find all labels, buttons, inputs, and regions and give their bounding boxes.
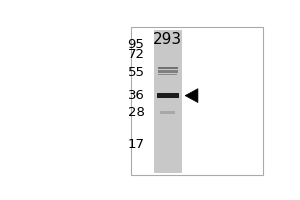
Bar — [154, 30, 182, 173]
Text: 55: 55 — [128, 66, 145, 79]
Bar — [130, 27, 263, 175]
Text: 36: 36 — [128, 89, 145, 102]
Polygon shape — [185, 89, 198, 103]
Text: 72: 72 — [128, 48, 145, 61]
Text: 293: 293 — [153, 32, 182, 47]
Bar — [160, 111, 175, 114]
Bar — [158, 74, 177, 75]
Text: 28: 28 — [128, 106, 145, 119]
Text: 95: 95 — [128, 38, 145, 51]
Bar — [158, 67, 178, 69]
Bar — [157, 93, 179, 98]
Bar — [158, 70, 178, 73]
Text: 17: 17 — [128, 138, 145, 151]
